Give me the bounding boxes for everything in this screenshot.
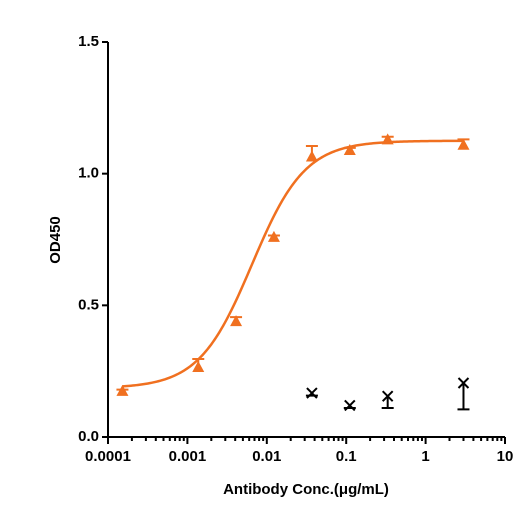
point — [381, 133, 394, 145]
fit-curve — [122, 139, 464, 388]
x-tick-label: 0.01 — [252, 448, 281, 465]
point — [230, 315, 243, 327]
point — [267, 230, 280, 242]
error-bar — [381, 396, 394, 410]
y-tick-label: 0.0 — [78, 428, 99, 445]
point — [457, 138, 470, 150]
y-tick-label: 1.5 — [78, 33, 99, 50]
y-tick-label: 1.0 — [78, 165, 99, 182]
point — [457, 377, 470, 389]
point — [343, 143, 356, 155]
point — [381, 390, 394, 402]
x-tick-label: 10 — [497, 448, 514, 465]
point — [192, 360, 205, 372]
y-tick-label: 0.5 — [78, 296, 99, 313]
point — [306, 387, 318, 399]
point — [305, 150, 318, 162]
x-tick-label: 0.1 — [336, 448, 357, 465]
x-axis-title: Antibody Conc.(μg/mL) — [223, 481, 389, 498]
x-tick-label: 1 — [421, 448, 429, 465]
x-tick-label: 0.001 — [169, 448, 207, 465]
y-axis-title: OD450 — [47, 216, 64, 264]
point — [344, 399, 356, 412]
error-bar — [457, 383, 470, 411]
x-tick-label: 0.0001 — [85, 448, 131, 465]
point — [116, 384, 129, 396]
